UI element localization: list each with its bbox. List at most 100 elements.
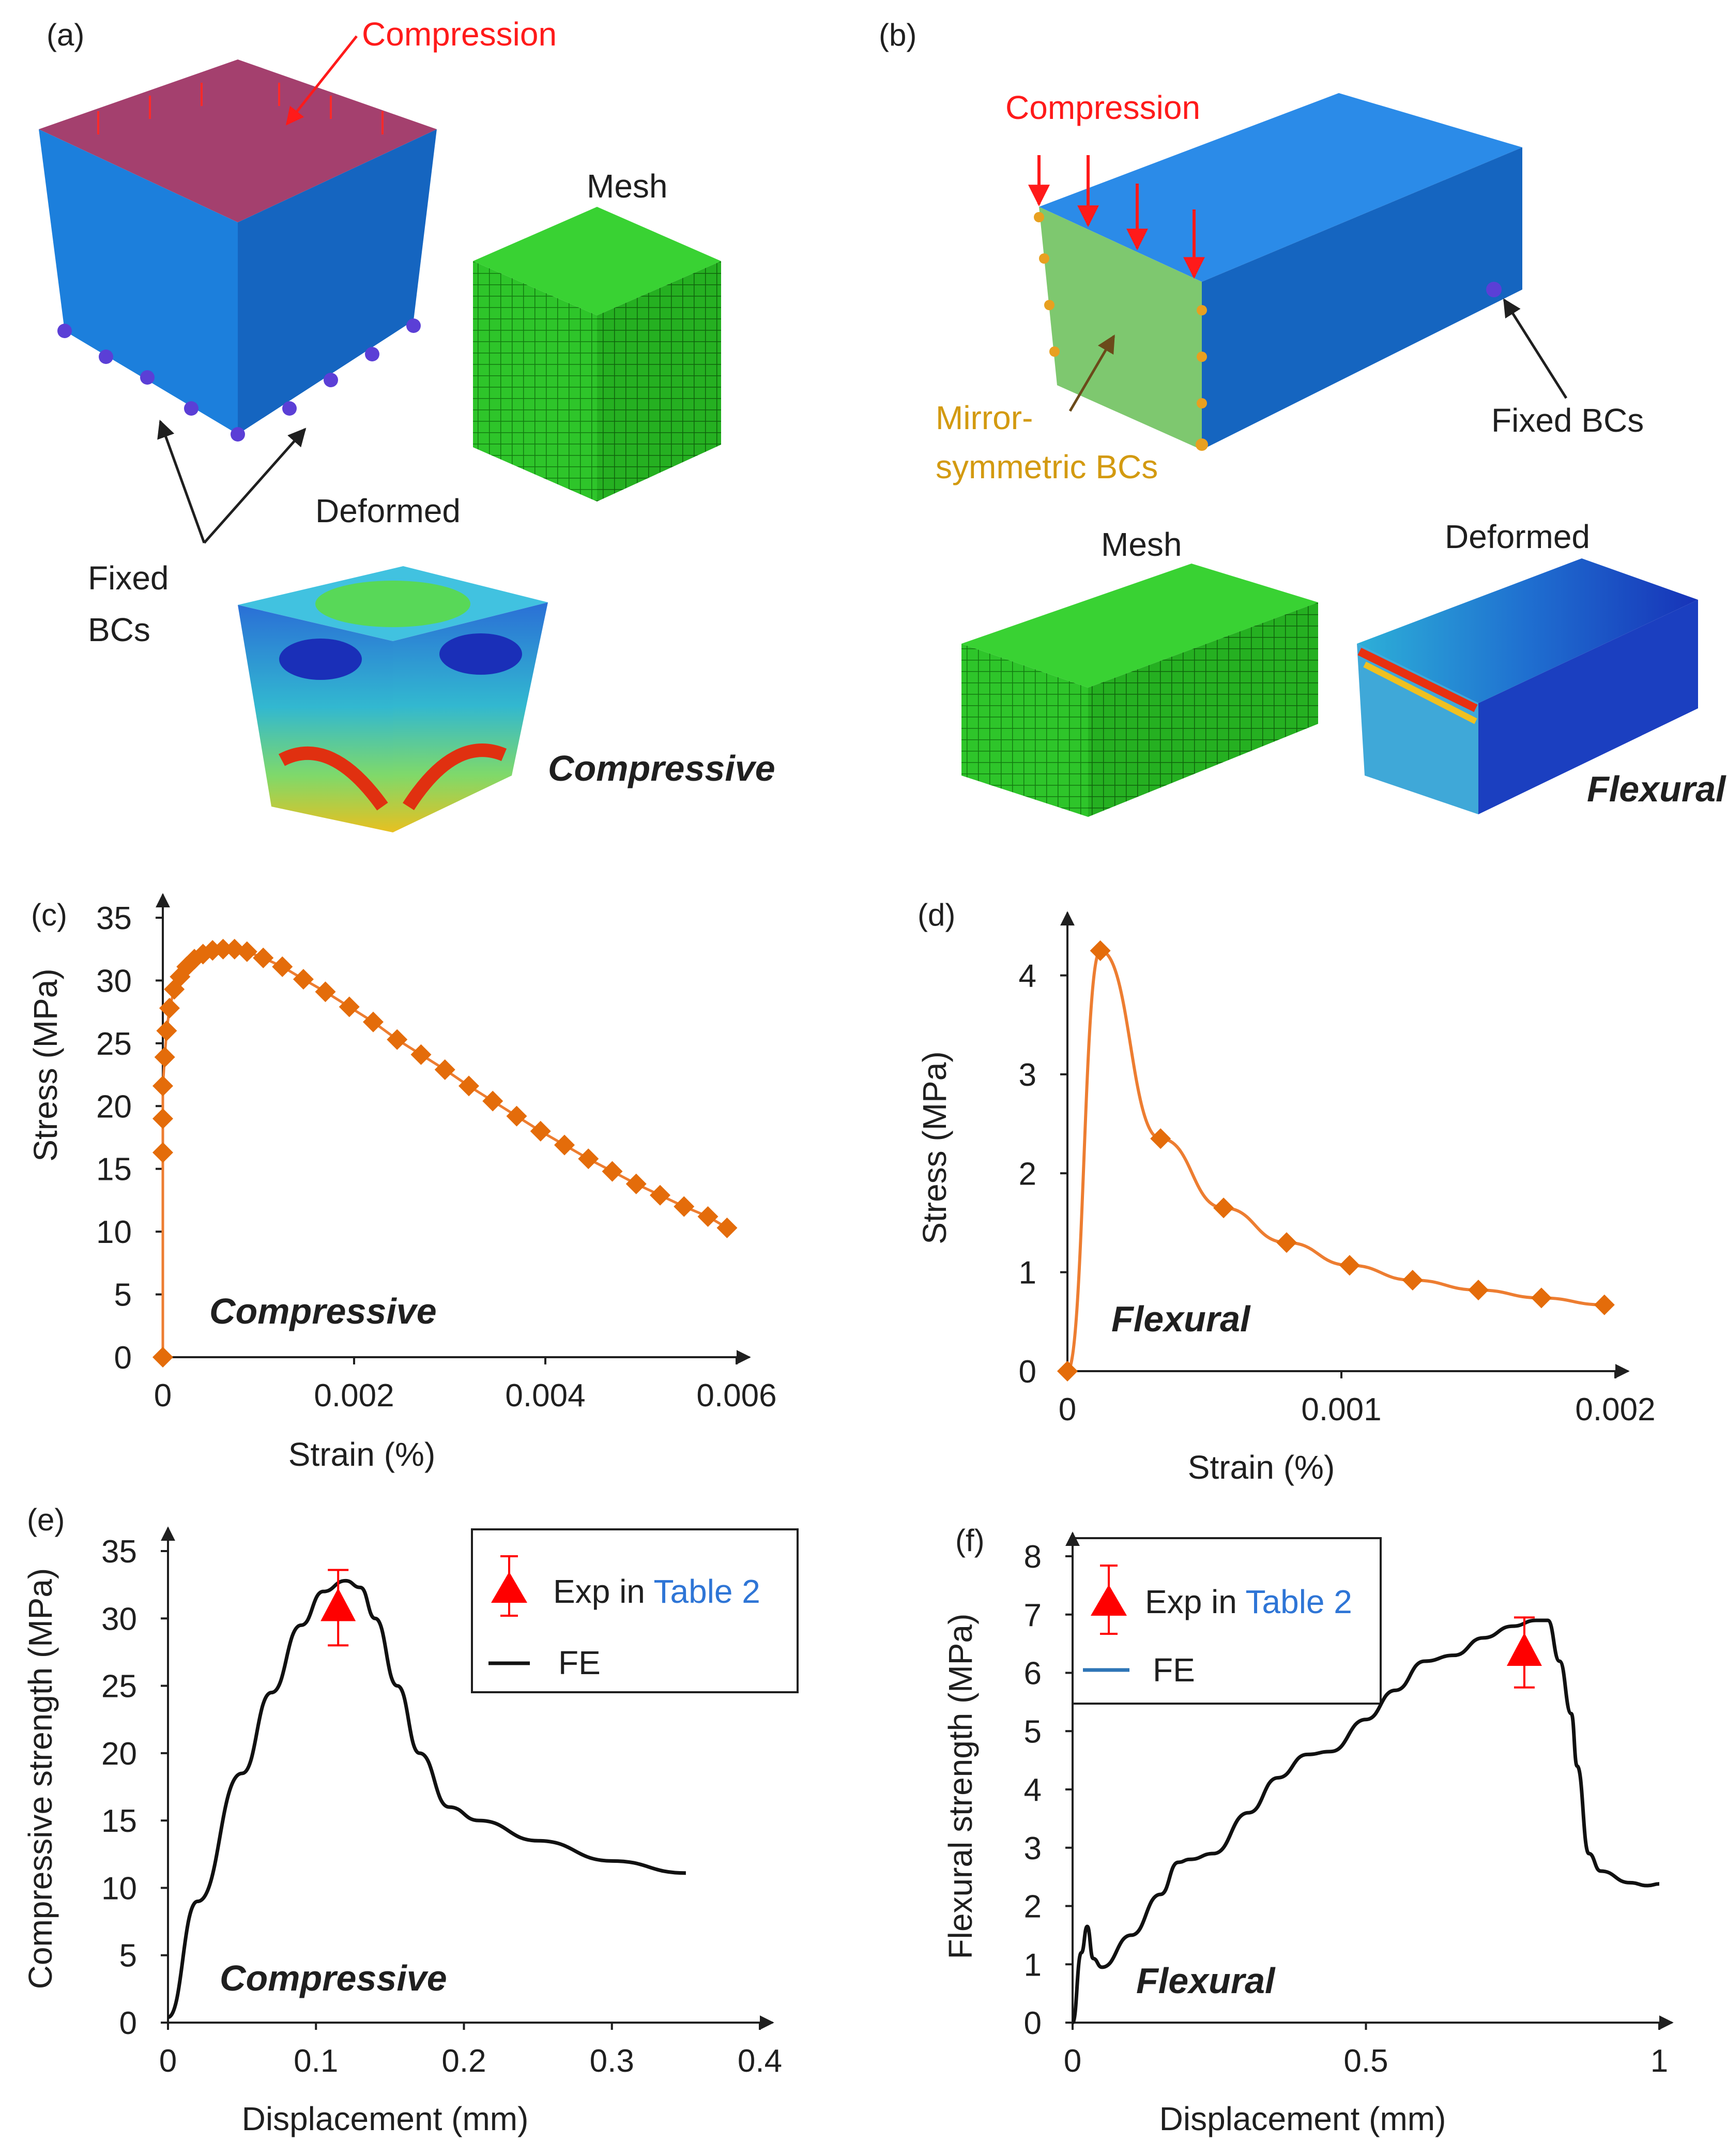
cube-right-face (238, 129, 437, 434)
data-point (602, 1161, 623, 1182)
deformed-top-spot (315, 581, 470, 627)
compression-pointer-a (285, 35, 358, 126)
x-axis-title-e: Displacement (mm) (242, 2100, 529, 2137)
data-point (154, 1046, 175, 1068)
y-tick-label: 25 (96, 1026, 132, 1062)
y-tick-label: 0 (1019, 1354, 1036, 1390)
data-point (697, 1206, 719, 1227)
y-axis-title-f: Flexural strength (MPa) (942, 1614, 979, 1960)
x-tick-label: 0.002 (1575, 1392, 1655, 1428)
x-tick-label: 0.001 (1301, 1392, 1381, 1428)
mesh-beam-front (961, 644, 1088, 817)
mode-label-e: Compressive (220, 1958, 447, 1998)
data-point (387, 1029, 408, 1050)
fixed-label-a-2: BCs (88, 611, 150, 648)
data-point (156, 1020, 177, 1041)
y-tick-label: 0 (114, 1340, 132, 1376)
data-point (152, 1142, 173, 1163)
legend-e: Exp in Table 2 FE (471, 1528, 799, 1693)
legend-f-exp-marker (1091, 1585, 1127, 1616)
y-tick-label: 5 (119, 1938, 137, 1974)
cube-left-face (39, 129, 238, 434)
mode-label-a: Compressive (548, 748, 775, 788)
mesh-beam-top (961, 564, 1318, 688)
y-tick-label: 0 (1024, 2006, 1042, 2041)
y-tick-label: 1 (1024, 1947, 1042, 1983)
data-point (1150, 1128, 1171, 1149)
y-tick-label: 5 (1024, 1714, 1042, 1750)
data-point (650, 1185, 670, 1206)
data-point (212, 938, 234, 960)
mirror-label-2: symmetric BCs (936, 448, 1158, 485)
y-tick-label: 5 (114, 1278, 132, 1313)
y-tick-label: 30 (96, 963, 132, 999)
legend-e-exp-text: Exp in Table 2 (553, 1573, 760, 1610)
y-tick-label: 35 (101, 1534, 137, 1570)
x-axis-title-f: Displacement (mm) (1159, 2100, 1446, 2137)
deformed-beam-side (1478, 600, 1698, 814)
data-point (1468, 1280, 1489, 1301)
y-tick-label: 10 (101, 1871, 137, 1906)
mode-label-f: Flexural (1136, 1961, 1276, 2001)
data-point (530, 1120, 551, 1142)
data-point (674, 1196, 695, 1217)
mirror-pointer (1068, 334, 1115, 412)
panel-f-label: (f) (955, 1523, 985, 1558)
fixed-label-b: Fixed BCs (1491, 402, 1644, 439)
y-tick-label: 1 (1019, 1255, 1036, 1291)
data-point (1339, 1255, 1360, 1276)
legend-f-exp-text: Exp in Table 2 (1145, 1583, 1352, 1620)
x-axis-title-c: Strain (%) (288, 1436, 436, 1473)
data-point (410, 1044, 432, 1065)
y-tick-label: 2 (1019, 1156, 1036, 1192)
panel-e-label: (e) (27, 1502, 65, 1537)
y-tick-label: 4 (1024, 1772, 1042, 1808)
y-tick-label: 15 (101, 1803, 137, 1839)
legend-f: Exp in Table 2 FE (1072, 1537, 1382, 1705)
exp-point (320, 1588, 356, 1621)
data-point (315, 981, 336, 1003)
fe-curve-e (167, 1578, 686, 2020)
compression-label-b: Compression (1005, 89, 1200, 126)
chart-e: (e) Compressive Exp in Table 2 FE 0 0.1 0.… (22, 1502, 799, 2137)
bc-markers-a (57, 318, 421, 442)
compression-label-a: Compression (362, 16, 557, 53)
data-point (1213, 1197, 1234, 1219)
deformed-beam-yellow-edge (1363, 661, 1477, 724)
data-point (272, 956, 293, 977)
y-axis-title-c: Stress (MPa) (27, 968, 64, 1161)
data-point (363, 1011, 384, 1033)
x-axis-title-d: Strain (%) (1188, 1449, 1335, 1486)
y-tick-label: 20 (101, 1736, 137, 1772)
data-point (554, 1134, 575, 1156)
x-tick-label: 0 (1064, 2043, 1081, 2079)
panel-b-label: (b) (879, 18, 916, 52)
data-point (578, 1148, 599, 1170)
x-tick-label: 0 (1059, 1392, 1076, 1428)
panel-a-label: (a) (47, 18, 84, 52)
mirror-label-1: Mirror- (936, 399, 1033, 436)
y-tick-label: 3 (1024, 1831, 1042, 1866)
fixed-pointer-b (1503, 298, 1568, 399)
mode-label-d: Flexural (1111, 1299, 1251, 1339)
legend-f-table-link[interactable]: Table 2 (1246, 1583, 1352, 1620)
data-point (152, 1075, 173, 1097)
data-point (1594, 1294, 1615, 1315)
legend-f-fe-text: FE (1153, 1651, 1195, 1689)
y-tick-label: 3 (1019, 1057, 1036, 1093)
mesh-beam-side (1088, 602, 1318, 817)
beam-side (1202, 147, 1522, 450)
chart-d: (d) Flexural 0 0.001 0.002 0 1 2 3 4 Strain (%) S… (916, 898, 1656, 1486)
mesh-cube-right (597, 261, 721, 502)
data-point (482, 1090, 503, 1112)
y-tick-label: 10 (96, 1214, 132, 1250)
beam-mirror-face (1039, 207, 1202, 450)
legend-e-table-link[interactable]: Table 2 (654, 1573, 760, 1610)
y-axis-title-e: Compressive strength (MPa) (22, 1568, 59, 1989)
cube-top-face (39, 59, 437, 222)
deformed-blue-spot-1 (279, 639, 362, 680)
y-tick-label: 7 (1024, 1598, 1042, 1633)
legend-f-exp-prefix: Exp in (1145, 1583, 1246, 1620)
data-point (1090, 940, 1111, 961)
